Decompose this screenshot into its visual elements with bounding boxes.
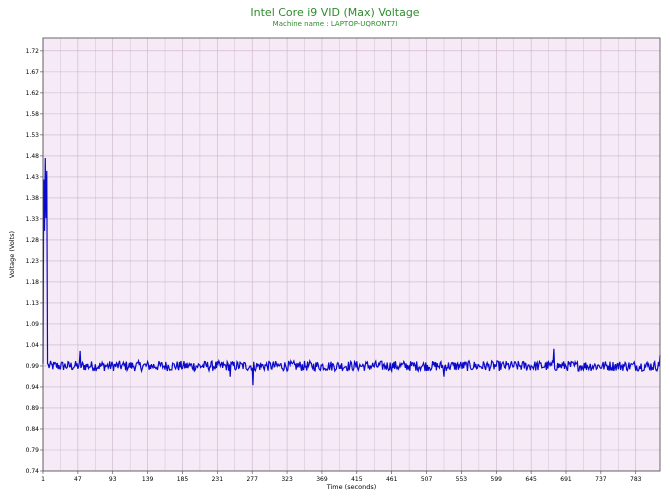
x-tick-label: 415 xyxy=(351,476,363,483)
y-tick-label: 1.72 xyxy=(26,48,40,55)
x-tick-label: 1 xyxy=(41,476,45,483)
y-tick-label: 1.67 xyxy=(26,69,40,76)
x-tick-label: 139 xyxy=(142,476,154,483)
x-tick-label: 553 xyxy=(456,476,468,483)
x-tick-label: 369 xyxy=(316,476,328,483)
chart-subtitle: Machine name : LAPTOP-UQRONT7I xyxy=(272,20,398,28)
x-tick-label: 737 xyxy=(595,476,607,483)
x-tick-label: 231 xyxy=(212,476,224,483)
y-tick-label: 1.53 xyxy=(26,132,40,139)
y-tick-label: 1.13 xyxy=(26,300,40,307)
series-line-voltage xyxy=(42,158,661,386)
grid-horizontal xyxy=(43,50,660,472)
y-tick-label: 0.74 xyxy=(26,468,40,475)
x-tick-label: 461 xyxy=(386,476,398,483)
x-tick-label: 93 xyxy=(109,476,117,483)
y-tick-label: 1.09 xyxy=(26,321,40,328)
y-tick-label: 1.43 xyxy=(26,174,40,181)
x-tick-label: 599 xyxy=(491,476,503,483)
y-tick-label: 0.84 xyxy=(26,426,40,433)
y-tick-label: 1.04 xyxy=(26,342,40,349)
x-tick-label: 691 xyxy=(560,476,572,483)
y-tick-label: 1.18 xyxy=(26,279,40,286)
x-tick-label: 507 xyxy=(421,476,433,483)
x-tick-label: 645 xyxy=(525,476,537,483)
x-axis-ticks: 1 47 93 139 185 231 277 323 369 415 461 507 553 599 64… xyxy=(41,471,642,483)
y-tick-label: 1.33 xyxy=(26,216,40,223)
y-axis-label: Voltage (Volts) xyxy=(8,231,16,278)
grid-vertical xyxy=(42,38,637,471)
y-tick-label: 1.58 xyxy=(26,111,40,118)
y-axis-ticks: 0.74 0.79 0.84 0.89 0.94 0.99 1.04 1.09 1.13 1.18… xyxy=(26,48,43,475)
chart-title: Intel Core i9 VID (Max) Voltage xyxy=(250,6,420,19)
y-tick-label: 1.28 xyxy=(26,237,40,244)
x-tick-label: 323 xyxy=(281,476,293,483)
plot-background xyxy=(43,38,660,471)
x-tick-label: 277 xyxy=(246,476,258,483)
y-tick-label: 1.38 xyxy=(26,195,40,202)
y-tick-label: 0.89 xyxy=(26,405,40,412)
y-tick-label: 1.48 xyxy=(26,153,40,160)
x-tick-label: 47 xyxy=(74,476,82,483)
y-tick-label: 0.79 xyxy=(26,447,40,454)
x-tick-label: 783 xyxy=(630,476,642,483)
y-tick-label: 0.94 xyxy=(26,384,40,391)
y-tick-label: 1.62 xyxy=(26,90,40,97)
x-axis-label: Time (seconds) xyxy=(326,483,377,491)
y-tick-label: 1.23 xyxy=(26,258,40,265)
x-tick-label: 185 xyxy=(177,476,189,483)
plot-border xyxy=(42,37,661,472)
y-tick-label: 0.99 xyxy=(26,363,40,370)
